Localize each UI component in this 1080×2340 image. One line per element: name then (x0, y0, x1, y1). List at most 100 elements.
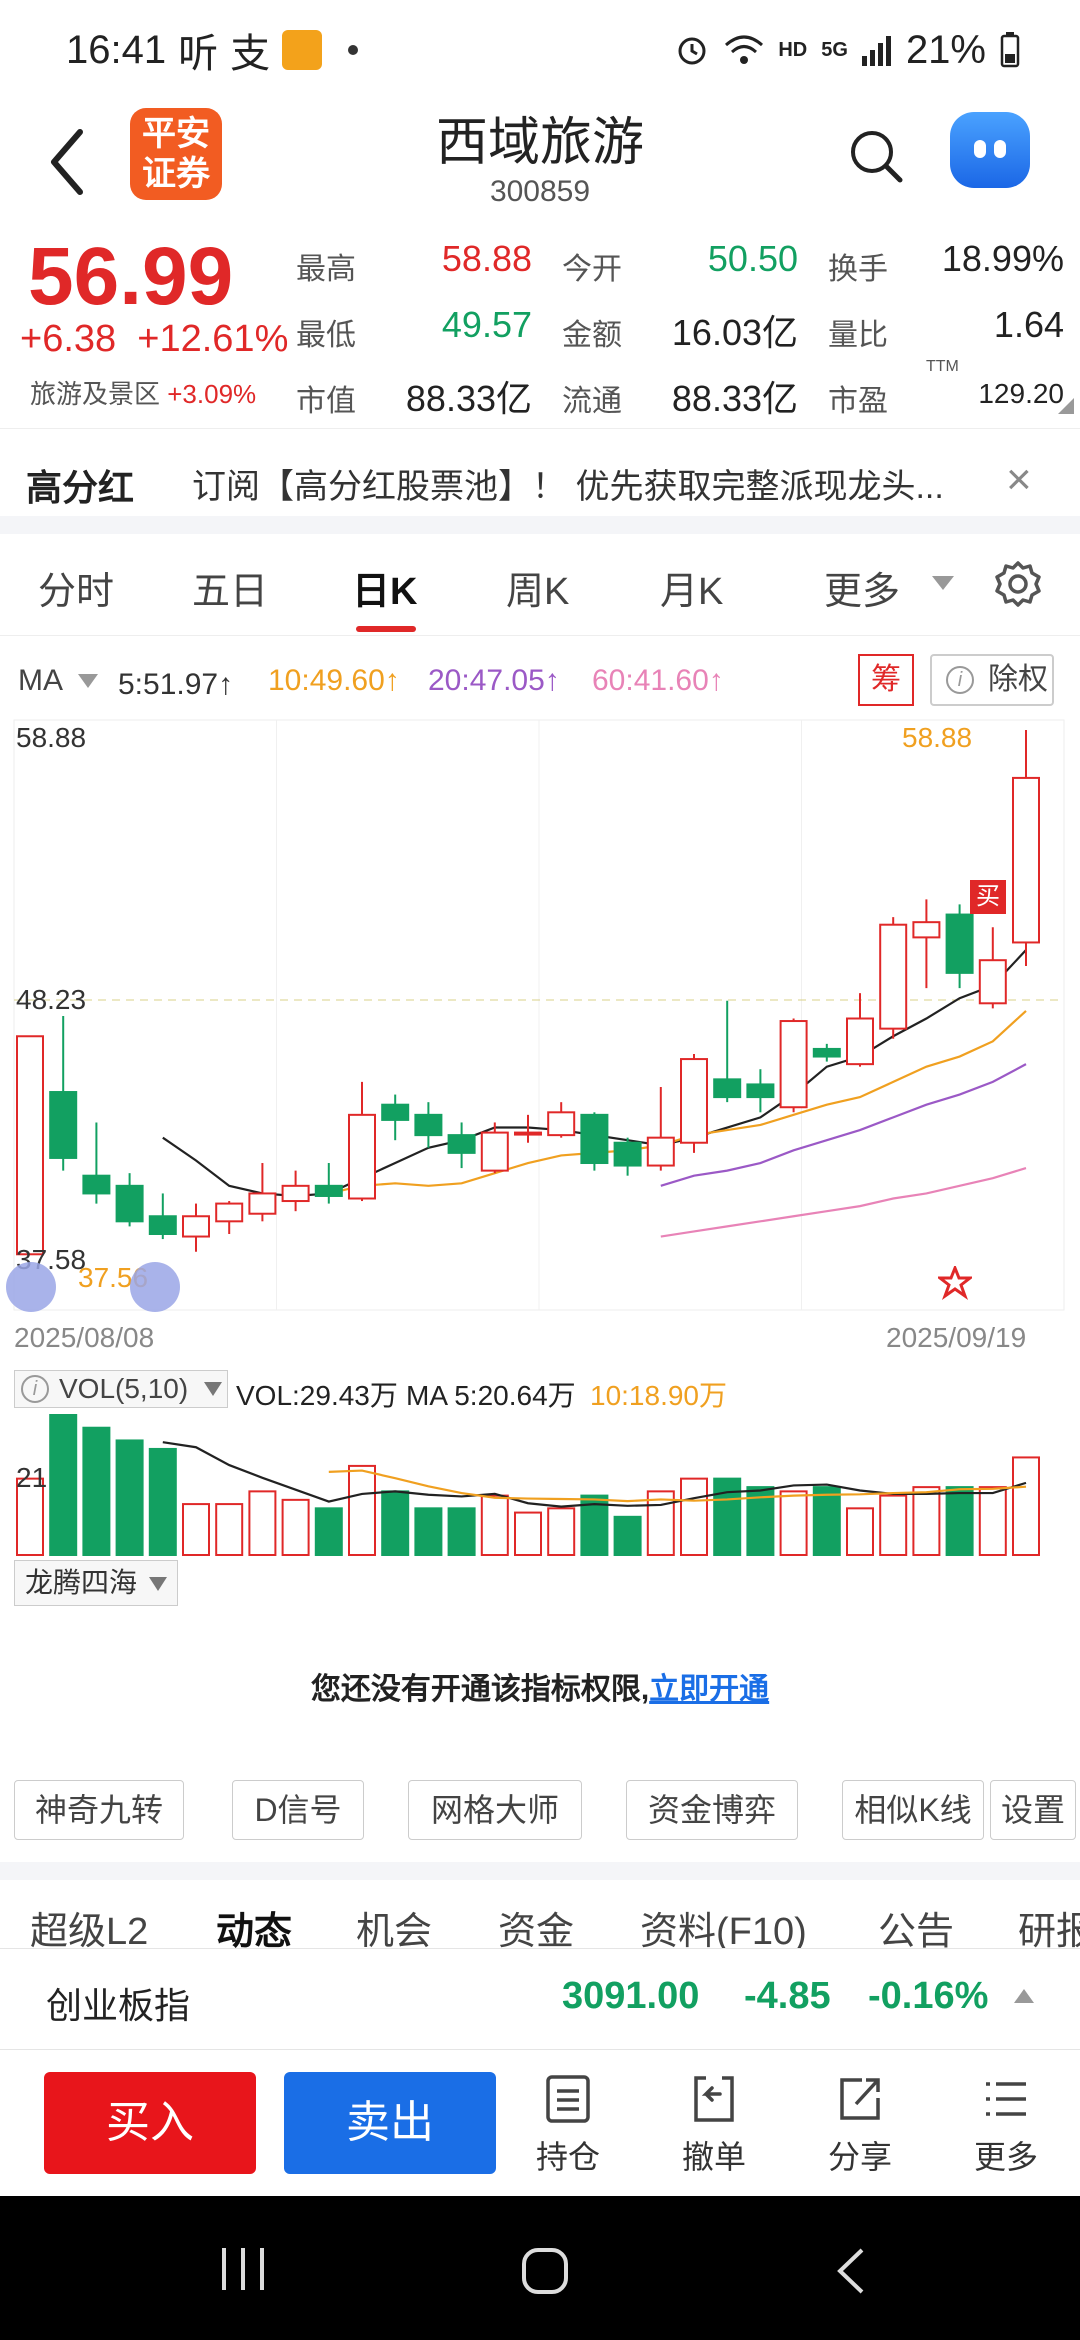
tool-settings[interactable]: 设置 (990, 1780, 1076, 1840)
volume-bar (16, 1477, 44, 1556)
subtab-capital[interactable]: 资金 (498, 1911, 575, 1948)
fullscreen-icon[interactable] (130, 1262, 180, 1312)
candle-body (978, 959, 1007, 1005)
volume-bar (480, 1494, 509, 1557)
high-marker-label: 58.88 (902, 722, 973, 753)
volume-bar (945, 1486, 974, 1556)
volume-bar (182, 1503, 210, 1557)
candle (779, 1018, 808, 1113)
volume-bar (1012, 1456, 1040, 1557)
menu-icon (986, 2082, 1026, 2116)
cancel-order-icon (694, 2076, 734, 2122)
tool-capital-game[interactable]: 资金博弈 (626, 1780, 798, 1840)
volume-bar (812, 1486, 841, 1556)
quote-label-open: 今开 (562, 253, 622, 286)
quote-value-open: 50.50 (707, 238, 798, 279)
volume-bar (281, 1498, 310, 1557)
tool-magic-nine[interactable]: 神奇九转 (14, 1780, 184, 1840)
tab-five-day[interactable]: 五日 (192, 571, 269, 613)
ma-dropdown-icon[interactable] (78, 674, 98, 688)
volume-indicator-label: VOL(5,10) (59, 1373, 189, 1404)
volume-bar (978, 1486, 1007, 1556)
chip-distribution-button[interactable]: 筹 (858, 654, 914, 706)
notice-text[interactable]: 订阅【高分红股票池】！ 优先获取完整派现龙头... (192, 468, 944, 506)
candle (879, 917, 908, 1039)
quote-label-amount: 金额 (562, 319, 622, 352)
cancel-order-button[interactable]: 撤单 (664, 2074, 764, 2178)
search-icon[interactable] (848, 128, 904, 184)
quote-value-amount: 16.03亿 (671, 312, 798, 353)
candle-body (115, 1184, 144, 1223)
stock-name: 西域旅游 (435, 114, 644, 172)
subtab-news[interactable]: 动态 (216, 1911, 293, 1948)
sector-info[interactable]: 旅游及景区 +3.09% (30, 374, 256, 411)
tab-monthly-k[interactable]: 月K (660, 571, 724, 613)
ma60-value: 60:41.60↑ (592, 664, 724, 697)
candle (447, 1122, 476, 1169)
broker-logo[interactable]: 平安 证券 (130, 108, 222, 200)
close-icon[interactable]: × (1006, 455, 1032, 504)
candle (945, 904, 974, 989)
back-icon[interactable] (40, 122, 100, 202)
indicator-select[interactable]: 龙腾四海 (14, 1560, 178, 1606)
candle-body (879, 923, 908, 1030)
candle-body (547, 1111, 576, 1137)
buy-signal-marker[interactable]: 买 (970, 880, 1006, 914)
volume-indicator-select[interactable]: i VOL(5,10) (14, 1370, 228, 1408)
recent-apps-icon[interactable] (218, 2246, 268, 2292)
candle (680, 1054, 708, 1153)
volume-bar (215, 1503, 244, 1557)
volume-bar (547, 1507, 576, 1557)
home-icon[interactable] (520, 2246, 570, 2296)
tool-d-signal[interactable]: D信号 (232, 1780, 364, 1840)
holdings-button[interactable]: 持仓 (518, 2074, 618, 2178)
candle-body (779, 1020, 808, 1109)
index-name: 创业板指 (46, 1985, 191, 2026)
quote-value-float-cap: 88.33亿 (671, 378, 798, 419)
candle-body (646, 1136, 675, 1167)
subtab-opportunity[interactable]: 机会 (356, 1911, 433, 1948)
candle-body (514, 1131, 542, 1136)
y-mid-label: 48.23 (16, 984, 87, 1015)
candle-body (49, 1091, 78, 1159)
subtab-f10[interactable]: 资料(F10) (640, 1911, 807, 1948)
expand-left-icon[interactable] (6, 1262, 56, 1312)
tool-grid-master[interactable]: 网格大师 (408, 1780, 582, 1840)
back-nav-icon[interactable] (834, 2246, 868, 2296)
info-tabs: 超级L2 动态 机会 资金 资料(F10) 公告 研报 (0, 1880, 1080, 1948)
buy-button[interactable]: 买入 (44, 2072, 256, 2174)
permission-text: 您还没有开通该指标权限, (310, 1673, 650, 1706)
subtab-announcement[interactable]: 公告 (878, 1911, 955, 1948)
tool-similar-k[interactable]: 相似K线 (842, 1780, 984, 1840)
candle-body (82, 1174, 111, 1195)
indicator-dropdown-icon[interactable] (149, 1577, 167, 1591)
notice-bar[interactable]: 高分红 订阅【高分红股票池】！ 优先获取完整派现龙头... × (0, 428, 1080, 528)
share-button[interactable]: 分享 (810, 2074, 910, 2178)
star-event-icon[interactable] (938, 1266, 972, 1300)
tool-buttons: 神奇九转 D信号 网格大师 资金博弈 相似K线 设置 (0, 1780, 1080, 1840)
volume-dropdown-icon[interactable] (204, 1382, 222, 1396)
candle (215, 1201, 244, 1234)
quote-value-volume-ratio: 1.64 (993, 304, 1064, 345)
date-start: 2025/08/08 (14, 1322, 155, 1353)
ex-rights-button[interactable]: i 除权 (930, 654, 1054, 706)
chevron-down-icon[interactable] (932, 576, 954, 590)
more-button[interactable]: 更多 (956, 2074, 1056, 2178)
tab-intraday[interactable]: 分时 (38, 571, 115, 613)
expand-up-icon[interactable] (1014, 1989, 1034, 2003)
gear-icon[interactable] (994, 560, 1042, 608)
tab-more[interactable]: 更多 (824, 571, 901, 613)
activate-link[interactable]: 立即开通 (649, 1673, 770, 1706)
assistant-robot-icon[interactable] (950, 112, 1030, 188)
index-ticker[interactable]: 创业板指 3091.00 -4.85 -0.16% (0, 1948, 1080, 2050)
volume-chart[interactable] (0, 1410, 1080, 1560)
tab-daily-k[interactable]: 日K (352, 571, 418, 613)
tab-weekly-k[interactable]: 周K (506, 571, 570, 613)
sell-button[interactable]: 卖出 (284, 2072, 496, 2174)
ma-label[interactable]: MA (18, 664, 63, 697)
subtab-level2[interactable]: 超级L2 (30, 1911, 149, 1948)
pe-ttm-sup: TTM (926, 358, 959, 375)
subtab-research[interactable]: 研报 (1018, 1911, 1080, 1948)
volume-bar (115, 1439, 144, 1557)
candlestick-chart[interactable] (0, 700, 1080, 1340)
